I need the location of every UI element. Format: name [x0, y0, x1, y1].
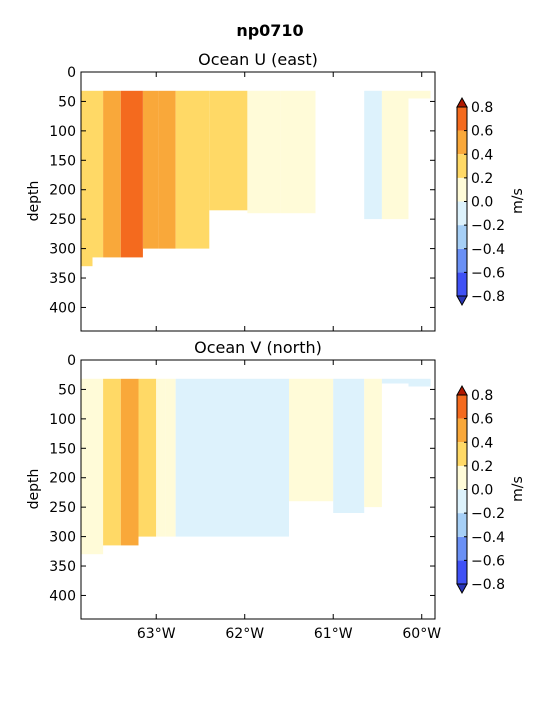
cbar-label-v: m/s — [510, 476, 526, 502]
data-column — [408, 378, 431, 387]
colorbar-tick-label: −0.6 — [471, 265, 505, 281]
ytick-label: 50 — [58, 94, 76, 110]
colorbar-band — [457, 513, 467, 537]
data-column — [138, 378, 157, 537]
colorbar-band — [457, 560, 467, 584]
xtick-label: 61°W — [314, 626, 353, 642]
data-column — [158, 90, 176, 249]
data-column — [175, 90, 210, 249]
data-column — [165, 378, 176, 537]
colorbar-tick-label: 0.4 — [471, 147, 493, 163]
colorbar-band — [457, 107, 467, 131]
ytick-label: 0 — [67, 353, 76, 369]
data-column — [92, 90, 104, 258]
data-column — [381, 378, 409, 384]
colorbar-band — [457, 248, 467, 273]
colorbar-band — [457, 154, 467, 178]
xtick-label: 60°W — [402, 626, 441, 642]
ytick-label: 350 — [49, 559, 76, 575]
colorbar-band — [457, 536, 467, 561]
figure-title: np0710 — [236, 21, 303, 40]
plot-frame — [80, 359, 436, 620]
data-column — [81, 90, 93, 267]
ytick-label: 350 — [49, 271, 76, 287]
ytick-label: 300 — [49, 242, 76, 258]
panel-title-v: Ocean V (north) — [194, 338, 322, 357]
colorbar-tick-label: −0.2 — [471, 218, 505, 234]
panel-ocean-u: Ocean U (east) depth m/s 0 50 100 150 200 250… — [26, 50, 526, 332]
panel-title-u: Ocean U (east) — [198, 50, 318, 69]
colorbar-tick-label: 0.2 — [471, 459, 493, 475]
colorbar-band — [457, 201, 467, 226]
colorbar-band — [457, 418, 467, 443]
colorbar-band — [457, 130, 467, 155]
panel-ocean-v: Ocean V (north) depth m/s 0 50 100 150 200 25… — [26, 338, 526, 642]
data-column — [333, 378, 365, 513]
ytick-label: 250 — [49, 212, 76, 228]
ytick-label: 100 — [49, 412, 76, 428]
colorbar-tick-label: −0.2 — [471, 506, 505, 522]
ytick-label: 50 — [58, 382, 76, 398]
data-column — [289, 378, 334, 502]
xtick-label: 62°W — [225, 626, 264, 642]
plot-frame — [80, 71, 436, 332]
data-layer — [81, 378, 431, 555]
data-column — [103, 90, 121, 258]
ylabel-v: depth — [26, 469, 42, 510]
ytick-label: 400 — [49, 588, 76, 604]
ytick-label: 150 — [49, 153, 76, 169]
data-column — [381, 90, 409, 220]
data-column — [143, 90, 159, 249]
data-column — [175, 378, 289, 537]
colorbar-tick-label: −0.8 — [471, 289, 505, 305]
colorbar-tick-label: −0.4 — [471, 530, 505, 546]
colorbar-band — [457, 465, 467, 490]
data-column — [156, 378, 166, 537]
data-column — [364, 378, 382, 508]
ytick-label: 200 — [49, 471, 76, 487]
colorbar-tick-label: 0.2 — [471, 171, 493, 187]
colorbar-band — [457, 442, 467, 466]
colorbar-band — [457, 395, 467, 419]
colorbar-over-arrow — [456, 96, 468, 108]
data-column — [364, 90, 382, 220]
xtick-label: 63°W — [137, 626, 176, 642]
colorbar-band — [457, 272, 467, 296]
colorbar-tick-label: 0.4 — [471, 435, 493, 451]
data-column — [120, 90, 143, 258]
data-layer — [81, 90, 431, 267]
ylabel-u: depth — [26, 181, 42, 222]
colorbar-tick-label: −0.6 — [471, 553, 505, 569]
ytick-label: 0 — [67, 65, 76, 81]
ytick-label: 250 — [49, 500, 76, 516]
ytick-label: 100 — [49, 124, 76, 140]
data-column — [209, 90, 248, 211]
colorbar-over-arrow — [456, 384, 468, 396]
colorbar-tick-label: −0.8 — [471, 577, 505, 593]
ytick-label: 150 — [49, 441, 76, 457]
cbar-label-u: m/s — [510, 188, 526, 214]
colorbar-band — [457, 489, 467, 514]
colorbar-tick-label: 0.6 — [471, 124, 493, 140]
colorbar-tick-label: −0.4 — [471, 242, 505, 258]
data-column — [247, 90, 281, 214]
data-column — [103, 378, 121, 546]
colorbar-tick-label: 0.0 — [471, 483, 493, 499]
ytick-label: 300 — [49, 530, 76, 546]
data-column — [408, 90, 431, 99]
colorbar-under-arrow — [456, 295, 468, 307]
colorbar-tick-label: 0.0 — [471, 195, 493, 211]
data-column — [280, 90, 316, 214]
data-column — [81, 378, 104, 555]
colorbar-band — [457, 225, 467, 249]
data-column — [120, 378, 139, 546]
colorbar-tick-label: 0.8 — [471, 388, 493, 404]
colorbar-tick-label: 0.6 — [471, 412, 493, 428]
colorbar-band — [457, 177, 467, 202]
ytick-label: 400 — [49, 300, 76, 316]
colorbar-under-arrow — [456, 583, 468, 595]
colorbar-tick-label: 0.8 — [471, 100, 493, 116]
ytick-label: 200 — [49, 183, 76, 199]
